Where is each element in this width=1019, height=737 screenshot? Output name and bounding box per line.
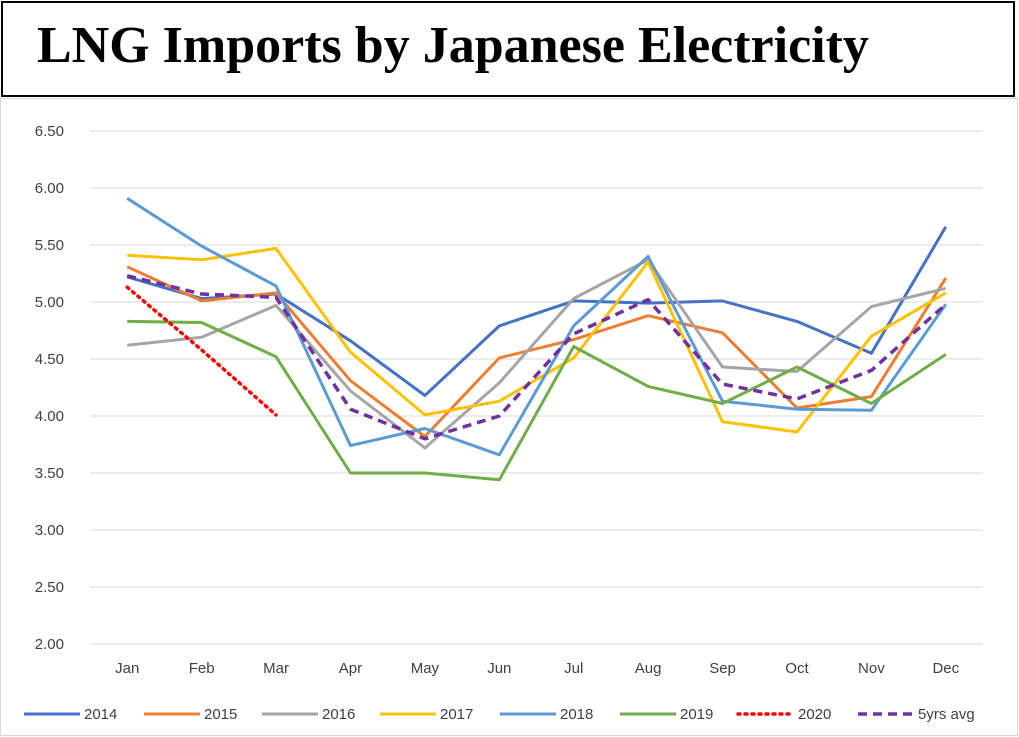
y-tick-label: 6.00 [35, 180, 64, 197]
x-axis-tick-labels: Jan Feb Mar Apr May Jun Jul Aug Sep Oct Nov Dec [115, 660, 960, 677]
x-tick-label: May [411, 660, 440, 677]
legend-label: 2019 [680, 706, 713, 723]
y-tick-label: 2.00 [35, 636, 64, 653]
title-box: LNG Imports by Japanese Electricity [1, 1, 1015, 97]
legend-label: 2018 [560, 706, 593, 723]
y-tick-label: 5.50 [35, 237, 64, 254]
series-line-5yrs-avg [126, 274, 947, 441]
x-tick-label: Oct [785, 660, 809, 677]
y-tick-label: 2.50 [35, 579, 64, 596]
series-line-2017 [127, 246, 947, 434]
x-tick-label: Jul [564, 660, 583, 677]
legend-label: 5yrs avg [918, 706, 975, 723]
y-tick-label: 4.00 [35, 408, 64, 425]
y-tick-label: 3.50 [35, 465, 64, 482]
grid-lines [90, 130, 983, 645]
x-tick-label: Sep [709, 660, 736, 677]
x-tick-label: Jun [487, 660, 511, 677]
legend-label: 2015 [204, 706, 237, 723]
y-tick-label: 3.00 [35, 522, 64, 539]
series-line-2020 [125, 285, 278, 417]
y-tick-label: 6.50 [35, 123, 64, 140]
legend-label: 2014 [84, 706, 117, 723]
legend: 2014 2015 2016 2017 2018 2019 2020 5yrs avg [24, 706, 975, 723]
y-tick-label: 4.50 [35, 351, 64, 368]
series-line-2016 [127, 258, 947, 450]
x-tick-label: Jan [115, 660, 139, 677]
x-tick-label: Nov [858, 660, 885, 677]
series-line-2018 [126, 197, 948, 457]
chart-title: LNG Imports by Japanese Electricity [37, 17, 869, 74]
legend-label: 2017 [440, 706, 473, 723]
series-lines [125, 197, 948, 482]
x-tick-label: Dec [932, 660, 959, 677]
legend-label: 2016 [322, 706, 355, 723]
x-tick-label: Aug [635, 660, 662, 677]
y-axis-tick-labels: 2.00 2.50 3.00 3.50 4.00 4.50 5.00 5.50 6.00 6.50 [35, 123, 64, 653]
chart-frame [0, 98, 1018, 736]
x-tick-label: Mar [263, 660, 289, 677]
series-line-2015 [126, 265, 948, 438]
legend-label: 2020 [798, 706, 831, 723]
x-tick-label: Apr [339, 660, 362, 677]
series-line-2019 [127, 319, 947, 482]
y-tick-label: 5.00 [35, 294, 64, 311]
x-tick-label: Feb [189, 660, 215, 677]
